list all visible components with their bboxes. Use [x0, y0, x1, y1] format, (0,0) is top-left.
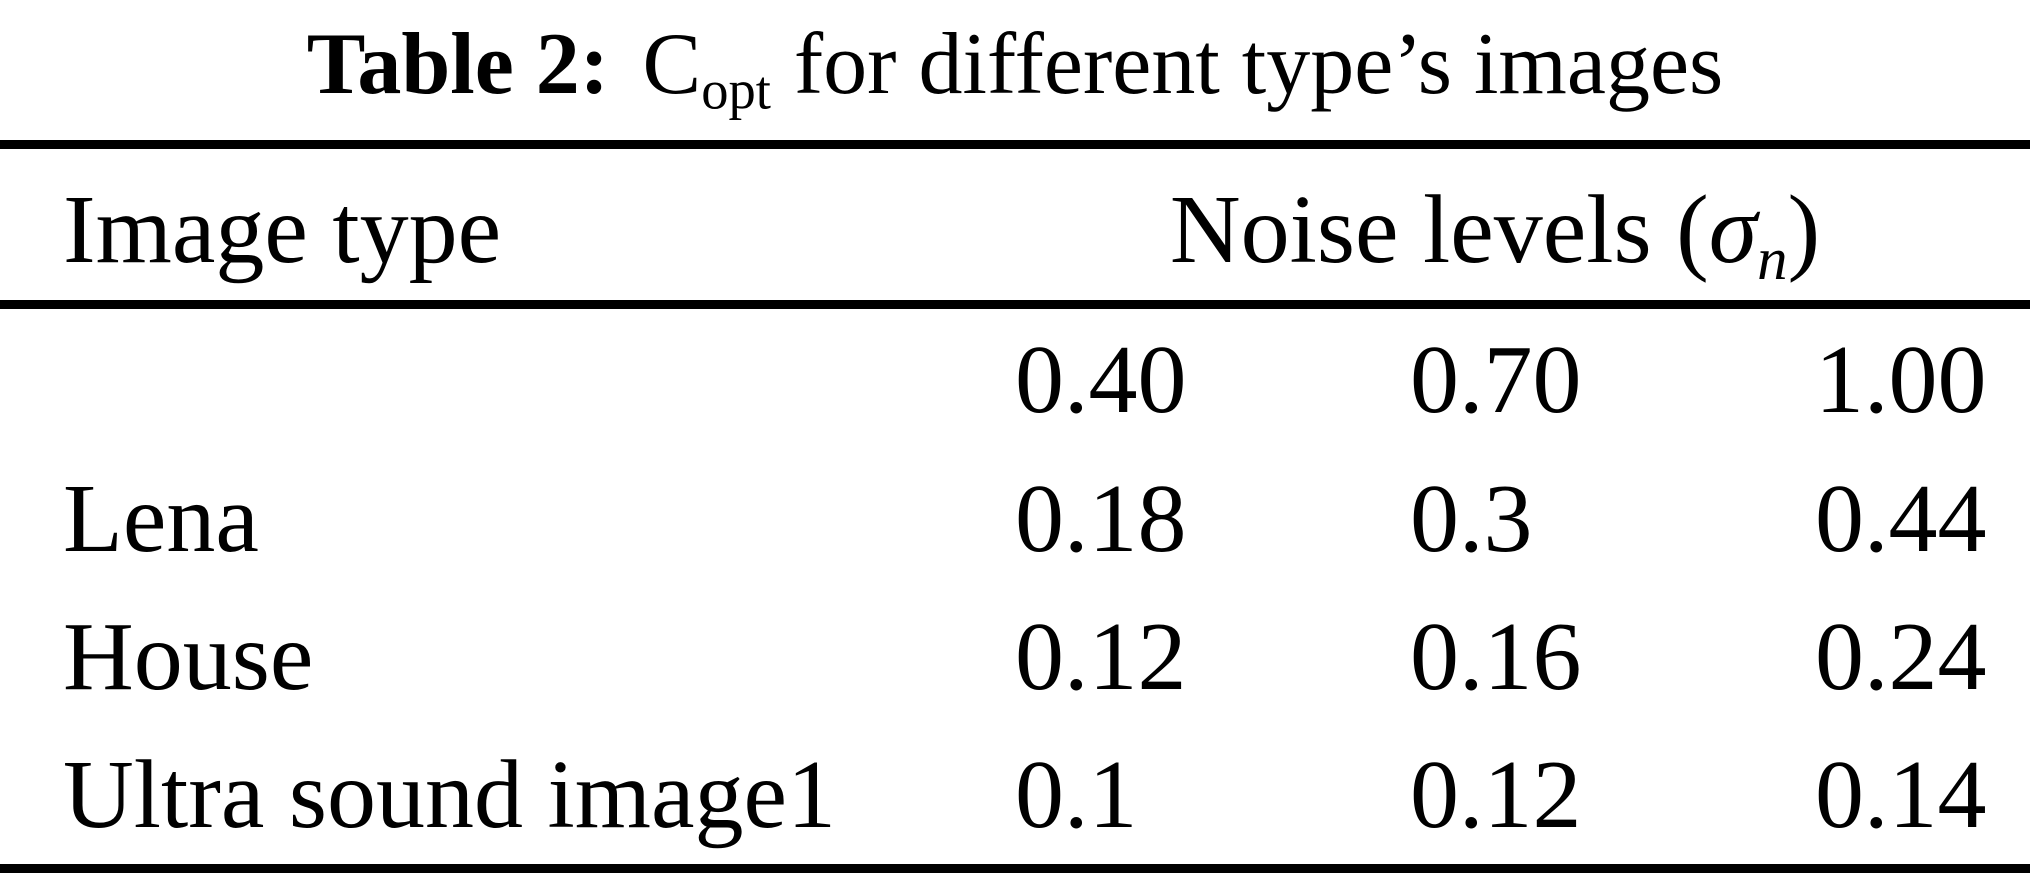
- sigma-subscript-n: n: [1757, 225, 1788, 293]
- noise-level-value-1: 0.40: [1015, 325, 1187, 434]
- table-header-row: Image type Noise levels (σn): [0, 149, 2030, 300]
- column-group-header-noise-levels: Noise levels (σn): [1015, 181, 2030, 290]
- table-row-ultra-sound-image1: Ultra sound image1 0.1 0.12 0.14: [0, 726, 2030, 864]
- cell-value: 0.24: [1815, 603, 1987, 711]
- row-label: Ultra sound image1: [63, 741, 836, 849]
- table-bottom-rule: [0, 864, 2030, 873]
- cell-value: 0.14: [1815, 741, 1987, 849]
- noise-level-values-row: 0.40 0.70 1.00: [0, 309, 2030, 450]
- cell-value: 0.3: [1410, 465, 1533, 573]
- table-mid-rule: [0, 300, 2030, 309]
- caption-table-number: Table 2:: [306, 16, 610, 113]
- cell-value: 0.1: [1015, 741, 1138, 849]
- table-caption: Table 2: Copt for different type’s image…: [0, 0, 2030, 140]
- cell-value: 0.12: [1410, 741, 1582, 849]
- caption-text: for different type’s images: [793, 16, 1724, 113]
- caption-symbol-copt: Copt: [643, 21, 771, 118]
- caption-symbol-base: C: [642, 16, 702, 113]
- cell-value: 0.18: [1015, 465, 1187, 573]
- row-label: Lena: [63, 465, 259, 573]
- table-row-lena: Lena 0.18 0.3 0.44: [0, 450, 2030, 588]
- cell-value: 0.44: [1815, 465, 1987, 573]
- cell-value: 0.16: [1410, 603, 1582, 711]
- caption-symbol-subscript: opt: [701, 59, 771, 121]
- column-header-image-type: Image type: [63, 175, 502, 284]
- table-top-rule: [0, 140, 2030, 149]
- cell-value: 0.12: [1015, 603, 1187, 711]
- noise-levels-close-paren: ): [1787, 175, 1821, 284]
- sigma-symbol: σ: [1708, 175, 1758, 284]
- noise-level-value-3: 1.00: [1815, 325, 1987, 434]
- row-label: House: [63, 603, 314, 711]
- table-row-house: House 0.12 0.16 0.24: [0, 588, 2030, 726]
- noise-levels-label: Noise levels (: [1169, 175, 1709, 284]
- noise-level-value-2: 0.70: [1410, 325, 1582, 434]
